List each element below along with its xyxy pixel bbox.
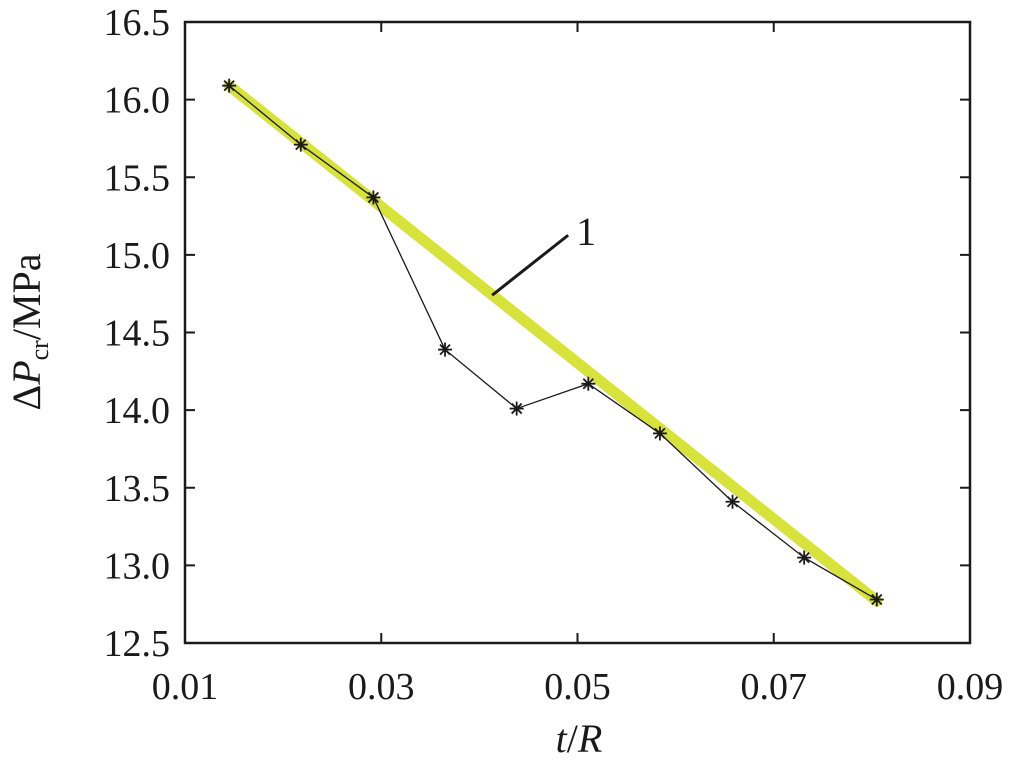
frame-layer [183,20,972,645]
y-tick-label: 16.0 [104,80,171,122]
x-tick-label: 0.07 [741,666,808,708]
y-tick-label: 14.5 [104,313,171,355]
data-point-star-stroke [798,551,810,564]
x-axis-label-t: t [556,716,568,761]
annotation-label: 1 [576,209,596,254]
y-axis-label-p: P [4,360,49,385]
data-point-star-stroke [223,80,235,92]
y-tick-label: 12.5 [104,623,171,665]
y-tick-label: 16.5 [104,2,171,44]
series-layer [222,78,884,607]
y-axis-label-delta: Δ [4,385,49,411]
data-point [438,342,453,357]
data-point [797,550,812,565]
data-point-star-stroke [439,343,451,356]
x-axis-label-r: R [577,716,602,761]
y-axis-label-sub: cr [25,340,54,361]
y-axis-label-unit: /MPa [4,253,49,340]
data-point-star-stroke [582,378,594,390]
y-tick-label: 15.0 [104,235,171,277]
x-tick-label: 0.09 [937,666,1004,708]
data-point-star-stroke [726,496,739,508]
plot-frame [183,20,972,645]
data-point [869,592,884,607]
data-point-star-stroke [367,191,380,204]
data-point [725,494,740,509]
y-axis-label: ΔPcr/MPa [4,253,54,410]
data-point-star-stroke [511,402,523,415]
x-axis-label-slash: / [567,716,579,761]
data-point-star-stroke [654,427,666,440]
data-point-star-stroke [871,593,883,606]
y-tick-label: 14.0 [104,390,171,432]
data-point [293,137,308,152]
data-line [228,85,878,601]
tick-layer: 0.01 0.03 0.05 0.07 0.09 12.5 13.0 13.5 14.0 14.5… [104,2,1004,708]
x-tick-label: 0.01 [152,666,219,708]
data-point-star-stroke [295,139,307,151]
data-point [652,426,667,441]
data-point [366,190,381,205]
data-point [509,401,524,416]
x-axis-label: t/R [556,716,603,761]
y-tick-label: 15.5 [104,157,171,199]
y-tick-label: 13.0 [104,545,171,587]
x-tick-label: 0.05 [544,666,611,708]
data-point [222,78,237,93]
data-point [581,376,596,391]
y-tick-label: 13.5 [104,468,171,510]
annotation-leader-line [491,234,570,297]
x-tick-label: 0.03 [348,666,415,708]
